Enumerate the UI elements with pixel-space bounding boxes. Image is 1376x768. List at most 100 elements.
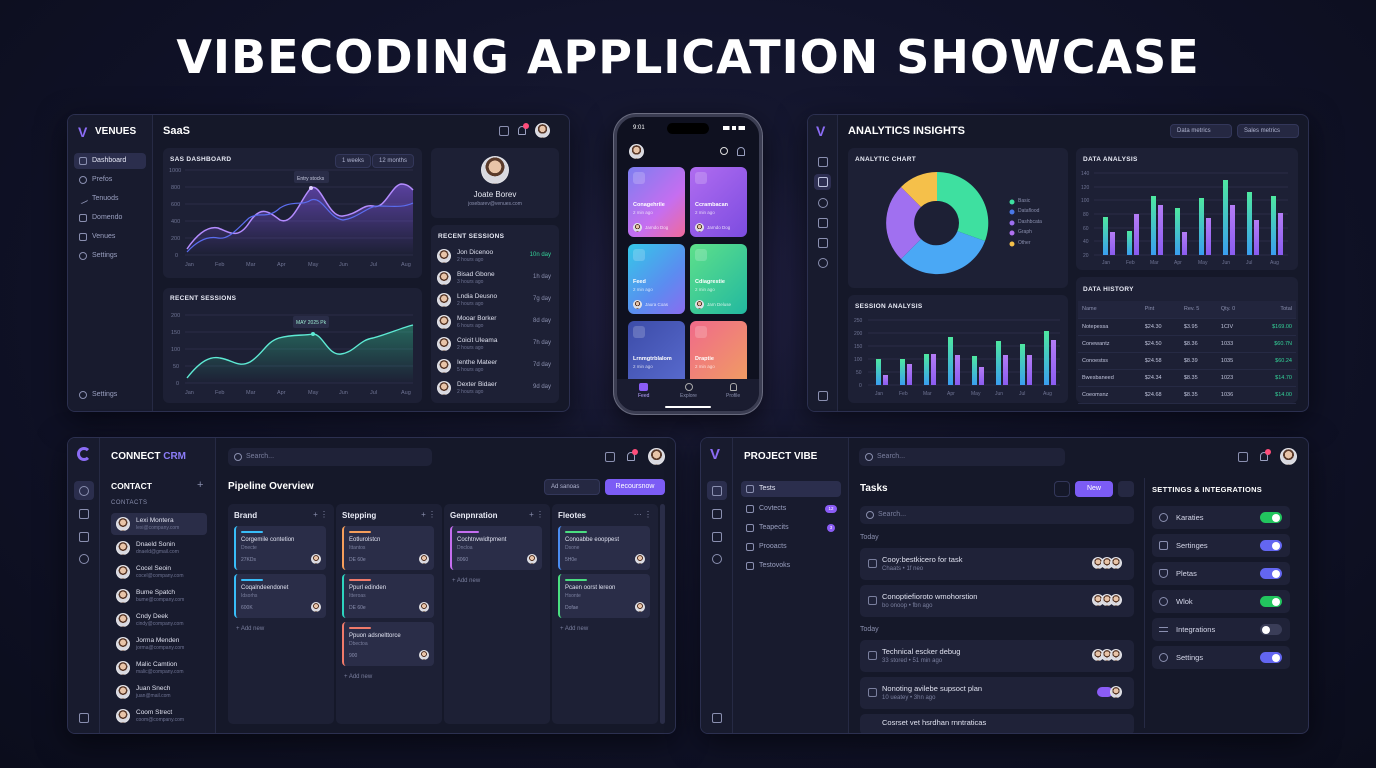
feed-tile[interactable]: Feed 2 min ago Jaura Coas	[628, 244, 685, 314]
sales-metrics-dropdown[interactable]: Sales metrics	[1237, 124, 1299, 138]
session-row[interactable]: Lndia Deusno 2 hours ago 7g day	[437, 291, 553, 311]
deal-card[interactable]: Conoabbe eooppest Dsone 5H0e	[558, 526, 650, 570]
session-row[interactable]: Mooar Borker 6 hours ago 8d day	[437, 313, 553, 333]
contact-item[interactable]: Lexi Montera lexi@company.com	[116, 515, 206, 535]
task-checkbox[interactable]	[868, 559, 877, 568]
data-metrics-dropdown[interactable]: Data metrics	[1170, 124, 1232, 138]
notification-bell-icon[interactable]	[627, 452, 635, 461]
add-new-card-button[interactable]: + Add new	[344, 674, 373, 680]
setting-toggle[interactable]	[1260, 624, 1282, 635]
primary-action-button[interactable]: Recoursnow	[605, 479, 665, 495]
task-checkbox[interactable]	[868, 688, 877, 697]
feed-tile[interactable]: Cdiagrestie 2 min ago Jarn Deluse	[690, 244, 747, 314]
settings-icon[interactable]	[818, 258, 828, 268]
new-task-button[interactable]: New	[1075, 481, 1113, 497]
task-item[interactable]: Nonoting avilebe supsoct plan 10 ueatey •…	[860, 677, 1134, 709]
calendar-icon[interactable]	[79, 532, 89, 542]
tab-feed[interactable]: Feed	[638, 393, 650, 399]
task-item[interactable]: Cooy:bestkicero for task Chaats • 1f neo	[860, 548, 1134, 580]
phone-bell-icon[interactable]	[737, 147, 745, 156]
deal-card[interactable]: Coqalndeendonet Idsorhs 600K	[234, 574, 326, 618]
add-new-card-button[interactable]: + Add new	[452, 578, 481, 584]
logout-icon[interactable]	[712, 713, 722, 723]
session-row[interactable]: Dexter Bidaer 2 hours ago 9d day	[437, 379, 553, 399]
logout-icon[interactable]	[79, 713, 89, 723]
filter-button[interactable]	[1054, 481, 1070, 497]
home-icon[interactable]	[818, 157, 828, 167]
calendar-icon[interactable]	[712, 509, 722, 519]
deal-card[interactable]: Ppuon adsnelttorce Dbectoa 900	[342, 622, 434, 666]
contact-item[interactable]: Cndy Deek cindy@company.com	[116, 611, 206, 631]
nav-domendo[interactable]: Domendo	[74, 210, 146, 226]
nav-prefos[interactable]: Prefos	[74, 172, 146, 188]
task-checkbox[interactable]	[868, 651, 877, 660]
table-row[interactable]: Coeomsnz $24.68 $8.35 1036 $14.00	[1078, 386, 1296, 404]
table-row[interactable]: Bwesbaneed $24.34 $8.35 1023 $14.70	[1078, 369, 1296, 387]
notification-bell-icon[interactable]	[1260, 452, 1268, 461]
add-contact-button[interactable]: +	[197, 479, 204, 491]
project-nav-testworks[interactable]: Testovoks	[741, 558, 841, 574]
add-new-card-button[interactable]: + Add new	[236, 626, 265, 632]
column-actions[interactable]: ··· ⋮	[633, 510, 652, 519]
column-actions[interactable]: + ⋮	[313, 510, 328, 519]
column-actions[interactable]: + ⋮	[529, 510, 544, 519]
feed-tile[interactable]: Ccrambacan 2 min ago Jarndo Dog	[690, 167, 747, 237]
table-row[interactable]: Conewantz $24.50 $8.36 1033 $60.7N	[1078, 335, 1296, 353]
user-avatar[interactable]	[1280, 448, 1297, 465]
setting-toggle[interactable]	[1260, 652, 1282, 663]
deal-card[interactable]: Ppurl edinden Itteroas DE 60e	[342, 574, 434, 618]
session-row[interactable]: Jon Dicenoo 2 hours ago 10n day	[437, 247, 553, 267]
refresh-icon[interactable]	[818, 198, 828, 208]
setting-toggle[interactable]	[1260, 568, 1282, 579]
setting-toggle[interactable]	[1260, 596, 1282, 607]
project-nav-contacts[interactable]: Covtects 12	[741, 501, 841, 517]
setting-toggle[interactable]	[1260, 540, 1282, 551]
crm-search-input[interactable]: Search...	[228, 448, 432, 466]
nav-tenuods[interactable]: Tenuods	[74, 191, 146, 207]
notification-bell-icon[interactable]	[518, 126, 526, 135]
session-row[interactable]: Ienthe Mateer 5 hours ago 7d day	[437, 357, 553, 377]
tab-explore[interactable]: Explore	[680, 393, 697, 399]
grid-apps-icon[interactable]	[499, 126, 509, 136]
contact-item[interactable]: Coom Strect coom@company.com	[116, 707, 206, 727]
project-search-input[interactable]: Search...	[859, 448, 1065, 466]
project-nav-products[interactable]: Prooacts	[741, 539, 841, 555]
horizontal-scrollbar[interactable]	[660, 504, 665, 724]
team-icon[interactable]	[79, 509, 89, 519]
deal-card[interactable]: Corgemile contetion Dnecte 27KDs	[234, 526, 326, 570]
inbox-icon[interactable]	[712, 532, 722, 542]
nav-venues[interactable]: Venues	[74, 229, 146, 245]
add-new-card-button[interactable]: + Add new	[560, 626, 589, 632]
contact-item[interactable]: Cocel Seoin cocel@company.com	[116, 563, 206, 583]
nav-settings[interactable]: Settings	[74, 248, 146, 264]
nav-footer-settings[interactable]: Settings	[74, 387, 146, 403]
user-avatar[interactable]	[648, 448, 665, 465]
contact-item[interactable]: Bume Spatch bume@company.com	[116, 587, 206, 607]
deal-card[interactable]: Pcaen oorst lereon Hsonte Dofae	[558, 574, 650, 618]
table-row[interactable]: Conoestss $24.58 $8.39 1035 $60.24	[1078, 352, 1296, 370]
task-checkbox[interactable]	[868, 596, 877, 605]
nav-dashboard[interactable]: Dashboard	[74, 153, 146, 169]
range-filter-weeks[interactable]: 1 weeks	[335, 154, 372, 168]
task-search-input[interactable]: Search...	[860, 506, 1134, 524]
settings-icon[interactable]	[79, 554, 89, 564]
sort-dropdown[interactable]: Ad sanoas	[544, 479, 600, 495]
bar-chart-icon[interactable]	[818, 218, 828, 228]
task-item[interactable]: Cosrset vet hsrdhan rnntraticas	[860, 714, 1134, 733]
project-nav-tests[interactable]: Tests	[741, 481, 841, 497]
setting-toggle[interactable]	[1260, 512, 1282, 523]
logout-icon[interactable]	[818, 391, 828, 401]
table-row[interactable]: Notepessa $24.30 $3.95 1CIV $169.00	[1078, 318, 1296, 336]
grid-apps-icon[interactable]	[605, 452, 615, 462]
search-icon[interactable]	[720, 147, 728, 155]
range-filter-months[interactable]: 12 months	[372, 154, 415, 168]
image-icon[interactable]	[818, 238, 828, 248]
contact-item[interactable]: Juan Snech juan@mail.com	[116, 683, 206, 703]
deal-card[interactable]: Cochtnvwidtpment Dncloa 8060	[450, 526, 542, 570]
user-avatar[interactable]	[535, 123, 550, 138]
phone-avatar[interactable]	[629, 144, 644, 159]
shortcut-button[interactable]	[1118, 481, 1134, 497]
task-item[interactable]: Technical escker debug 33 stored • 51 min…	[860, 640, 1134, 672]
feed-tile[interactable]: Conagehrile 2 min ago Jarndo Dog	[628, 167, 685, 237]
column-actions[interactable]: + ⋮	[421, 510, 436, 519]
